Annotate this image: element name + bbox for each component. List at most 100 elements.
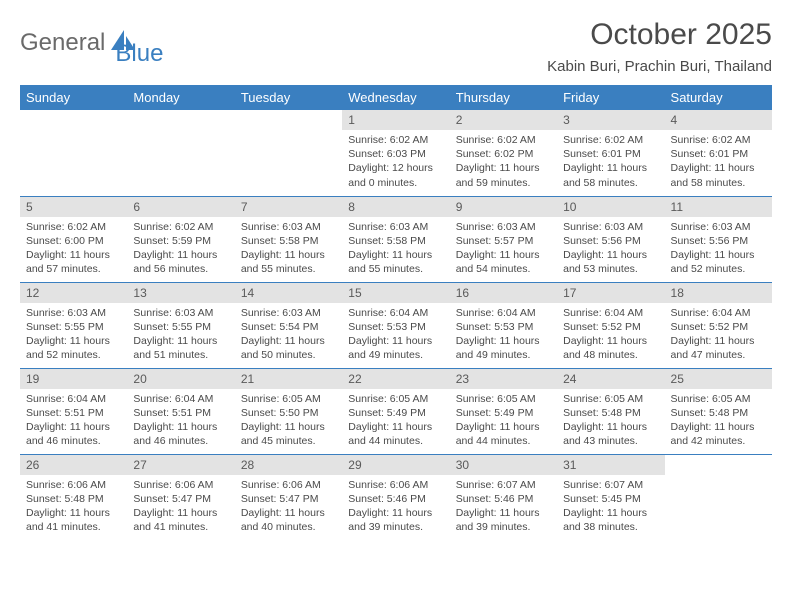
calendar-cell: 16Sunrise: 6:04 AMSunset: 5:53 PMDayligh… bbox=[450, 282, 557, 368]
day-header: Thursday bbox=[450, 85, 557, 110]
sunrise-line: Sunrise: 6:06 AM bbox=[133, 478, 228, 492]
calendar-cell: 1Sunrise: 6:02 AMSunset: 6:03 PMDaylight… bbox=[342, 110, 449, 196]
day-details: Sunrise: 6:05 AMSunset: 5:49 PMDaylight:… bbox=[450, 389, 557, 453]
day-details: Sunrise: 6:06 AMSunset: 5:46 PMDaylight:… bbox=[342, 475, 449, 539]
sunset-line: Sunset: 5:51 PM bbox=[133, 406, 228, 420]
sunrise-line: Sunrise: 6:02 AM bbox=[563, 133, 658, 147]
day-details: Sunrise: 6:04 AMSunset: 5:51 PMDaylight:… bbox=[20, 389, 127, 453]
daylight-line: Daylight: 11 hours and 53 minutes. bbox=[563, 248, 658, 276]
day-details: Sunrise: 6:02 AMSunset: 6:01 PMDaylight:… bbox=[665, 130, 772, 194]
daylight-line: Daylight: 11 hours and 49 minutes. bbox=[456, 334, 551, 362]
location: Kabin Buri, Prachin Buri, Thailand bbox=[547, 58, 772, 75]
day-number: 16 bbox=[450, 283, 557, 303]
day-number: 22 bbox=[342, 369, 449, 389]
sunrise-line: Sunrise: 6:02 AM bbox=[671, 133, 766, 147]
sunrise-line: Sunrise: 6:03 AM bbox=[241, 220, 336, 234]
daylight-line: Daylight: 11 hours and 46 minutes. bbox=[26, 420, 121, 448]
sunset-line: Sunset: 5:48 PM bbox=[563, 406, 658, 420]
day-header: Tuesday bbox=[235, 85, 342, 110]
logo: General Blue bbox=[20, 18, 163, 68]
day-number: 12 bbox=[20, 283, 127, 303]
sunset-line: Sunset: 5:49 PM bbox=[456, 406, 551, 420]
day-details: Sunrise: 6:03 AMSunset: 5:55 PMDaylight:… bbox=[127, 303, 234, 367]
day-header: Wednesday bbox=[342, 85, 449, 110]
day-number: 27 bbox=[127, 455, 234, 475]
day-number: 18 bbox=[665, 283, 772, 303]
daylight-line: Daylight: 11 hours and 41 minutes. bbox=[26, 506, 121, 534]
sunrise-line: Sunrise: 6:02 AM bbox=[456, 133, 551, 147]
sunset-line: Sunset: 5:55 PM bbox=[26, 320, 121, 334]
day-number: 30 bbox=[450, 455, 557, 475]
day-number: 1 bbox=[342, 110, 449, 130]
sunrise-line: Sunrise: 6:02 AM bbox=[348, 133, 443, 147]
title-block: October 2025 Kabin Buri, Prachin Buri, T… bbox=[547, 18, 772, 75]
sunrise-line: Sunrise: 6:03 AM bbox=[133, 306, 228, 320]
day-details: Sunrise: 6:03 AMSunset: 5:57 PMDaylight:… bbox=[450, 217, 557, 281]
day-details: Sunrise: 6:03 AMSunset: 5:54 PMDaylight:… bbox=[235, 303, 342, 367]
daylight-line: Daylight: 11 hours and 48 minutes. bbox=[563, 334, 658, 362]
calendar-cell: 25Sunrise: 6:05 AMSunset: 5:48 PMDayligh… bbox=[665, 368, 772, 454]
daylight-line: Daylight: 11 hours and 46 minutes. bbox=[133, 420, 228, 448]
day-details: Sunrise: 6:05 AMSunset: 5:50 PMDaylight:… bbox=[235, 389, 342, 453]
daylight-line: Daylight: 11 hours and 57 minutes. bbox=[26, 248, 121, 276]
sunset-line: Sunset: 5:56 PM bbox=[563, 234, 658, 248]
sunrise-line: Sunrise: 6:03 AM bbox=[456, 220, 551, 234]
day-number: 24 bbox=[557, 369, 664, 389]
header: General Blue October 2025 Kabin Buri, Pr… bbox=[20, 18, 772, 75]
day-number: 25 bbox=[665, 369, 772, 389]
sunset-line: Sunset: 5:57 PM bbox=[456, 234, 551, 248]
sunrise-line: Sunrise: 6:07 AM bbox=[563, 478, 658, 492]
sunrise-line: Sunrise: 6:06 AM bbox=[241, 478, 336, 492]
sunrise-line: Sunrise: 6:05 AM bbox=[563, 392, 658, 406]
calendar-cell: 22Sunrise: 6:05 AMSunset: 5:49 PMDayligh… bbox=[342, 368, 449, 454]
sunrise-line: Sunrise: 6:06 AM bbox=[26, 478, 121, 492]
day-header-row: Sunday Monday Tuesday Wednesday Thursday… bbox=[20, 85, 772, 110]
sunset-line: Sunset: 5:47 PM bbox=[241, 492, 336, 506]
calendar-cell: 13Sunrise: 6:03 AMSunset: 5:55 PMDayligh… bbox=[127, 282, 234, 368]
sunrise-line: Sunrise: 6:04 AM bbox=[671, 306, 766, 320]
day-details: Sunrise: 6:02 AMSunset: 6:01 PMDaylight:… bbox=[557, 130, 664, 194]
day-details: Sunrise: 6:05 AMSunset: 5:49 PMDaylight:… bbox=[342, 389, 449, 453]
daylight-line: Daylight: 11 hours and 55 minutes. bbox=[348, 248, 443, 276]
calendar-cell: 3Sunrise: 6:02 AMSunset: 6:01 PMDaylight… bbox=[557, 110, 664, 196]
day-details: Sunrise: 6:02 AMSunset: 6:00 PMDaylight:… bbox=[20, 217, 127, 281]
calendar-cell: 30 Sunrise: 6:07 AMSunset: 5:46 PMDayligh… bbox=[450, 454, 557, 540]
sunset-line: Sunset: 6:01 PM bbox=[671, 147, 766, 161]
daylight-line: Daylight: 11 hours and 54 minutes. bbox=[456, 248, 551, 276]
day-header: Sunday bbox=[20, 85, 127, 110]
day-number: 10 bbox=[557, 197, 664, 217]
day-details: Sunrise: 6:05 AMSunset: 5:48 PMDaylight:… bbox=[557, 389, 664, 453]
sunset-line: Sunset: 5:49 PM bbox=[348, 406, 443, 420]
calendar-row: 12Sunrise: 6:03 AMSunset: 5:55 PMDayligh… bbox=[20, 282, 772, 368]
day-number: 20 bbox=[127, 369, 234, 389]
daylight-line: Daylight: 11 hours and 39 minutes. bbox=[456, 506, 551, 534]
day-number: 26 bbox=[20, 455, 127, 475]
sunset-line: Sunset: 5:58 PM bbox=[348, 234, 443, 248]
sunset-line: Sunset: 5:46 PM bbox=[456, 492, 551, 506]
calendar-cell: 12Sunrise: 6:03 AMSunset: 5:55 PMDayligh… bbox=[20, 282, 127, 368]
sunset-line: Sunset: 5:46 PM bbox=[348, 492, 443, 506]
sunset-line: Sunset: 5:59 PM bbox=[133, 234, 228, 248]
day-details: Sunrise: 6:06 AMSunset: 5:48 PMDaylight:… bbox=[20, 475, 127, 539]
daylight-line: Daylight: 11 hours and 44 minutes. bbox=[348, 420, 443, 448]
calendar-cell: 20Sunrise: 6:04 AMSunset: 5:51 PMDayligh… bbox=[127, 368, 234, 454]
calendar-cell: 26Sunrise: 6:06 AMSunset: 5:48 PMDayligh… bbox=[20, 454, 127, 540]
sunrise-line: Sunrise: 6:05 AM bbox=[348, 392, 443, 406]
calendar-cell: 2Sunrise: 6:02 AMSunset: 6:02 PMDaylight… bbox=[450, 110, 557, 196]
day-details: Sunrise: 6:04 AMSunset: 5:52 PMDaylight:… bbox=[665, 303, 772, 367]
calendar-row: 1Sunrise: 6:02 AMSunset: 6:03 PMDaylight… bbox=[20, 110, 772, 196]
day-number: 21 bbox=[235, 369, 342, 389]
sunset-line: Sunset: 5:53 PM bbox=[348, 320, 443, 334]
day-number: 9 bbox=[450, 197, 557, 217]
day-header: Monday bbox=[127, 85, 234, 110]
sunrise-line: Sunrise: 6:05 AM bbox=[671, 392, 766, 406]
sunrise-line: Sunrise: 6:07 AM bbox=[456, 478, 551, 492]
day-number: 4 bbox=[665, 110, 772, 130]
sunset-line: Sunset: 6:02 PM bbox=[456, 147, 551, 161]
day-number: 28 bbox=[235, 455, 342, 475]
sunrise-line: Sunrise: 6:04 AM bbox=[26, 392, 121, 406]
day-number: 7 bbox=[235, 197, 342, 217]
sunset-line: Sunset: 5:52 PM bbox=[671, 320, 766, 334]
sunset-line: Sunset: 6:01 PM bbox=[563, 147, 658, 161]
sunset-line: Sunset: 5:51 PM bbox=[26, 406, 121, 420]
